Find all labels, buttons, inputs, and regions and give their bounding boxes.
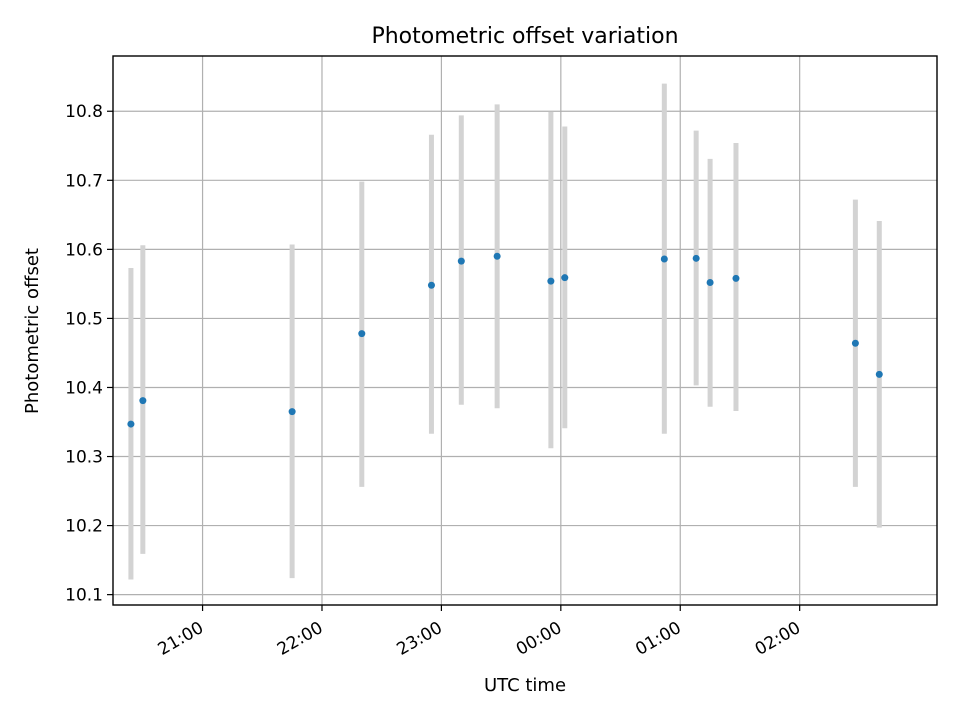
data-point xyxy=(127,420,135,428)
data-point xyxy=(493,252,501,260)
y-tick-label: 10.6 xyxy=(65,240,103,260)
y-tick-label: 10.7 xyxy=(65,171,103,191)
x-tick-label: 21:00 xyxy=(155,618,207,660)
y-tick-label: 10.4 xyxy=(65,378,103,398)
data-point xyxy=(139,397,147,405)
data-point xyxy=(457,257,465,265)
x-tick-label: 01:00 xyxy=(632,618,684,660)
x-axis-label: UTC time xyxy=(484,675,566,696)
y-axis-ticks: 10.1 10.2 10.3 10.4 10.5 10.6 10.7 10.8 xyxy=(65,102,113,606)
data-point xyxy=(732,274,740,282)
data-point xyxy=(851,339,859,347)
data-point xyxy=(427,281,435,289)
data-point xyxy=(875,370,883,378)
data-point xyxy=(358,330,366,338)
data-point xyxy=(547,277,555,285)
plot-frame xyxy=(112,55,938,606)
data-point xyxy=(706,279,714,287)
y-tick-label: 10.2 xyxy=(65,517,103,537)
x-tick-label: 02:00 xyxy=(752,618,804,660)
grid xyxy=(113,56,937,605)
error-bars xyxy=(128,83,882,580)
x-tick-label: 23:00 xyxy=(393,618,445,660)
data-point xyxy=(288,408,296,416)
data-points xyxy=(127,252,883,428)
y-tick-label: 10.8 xyxy=(65,102,103,122)
y-axis-label: Photometric offset xyxy=(22,248,43,414)
x-tick-label: 22:00 xyxy=(274,618,326,660)
x-axis-ticks: 21:00 22:00 23:00 00:00 01:00 02:00 xyxy=(155,605,804,660)
y-tick-label: 10.3 xyxy=(65,448,103,468)
y-tick-label: 10.1 xyxy=(65,586,103,606)
data-point xyxy=(561,274,569,282)
x-tick-label: 00:00 xyxy=(513,618,565,660)
data-point xyxy=(660,255,668,263)
data-point xyxy=(692,254,700,262)
y-tick-label: 10.5 xyxy=(65,309,103,329)
chart-title: Photometric offset variation xyxy=(371,24,678,49)
